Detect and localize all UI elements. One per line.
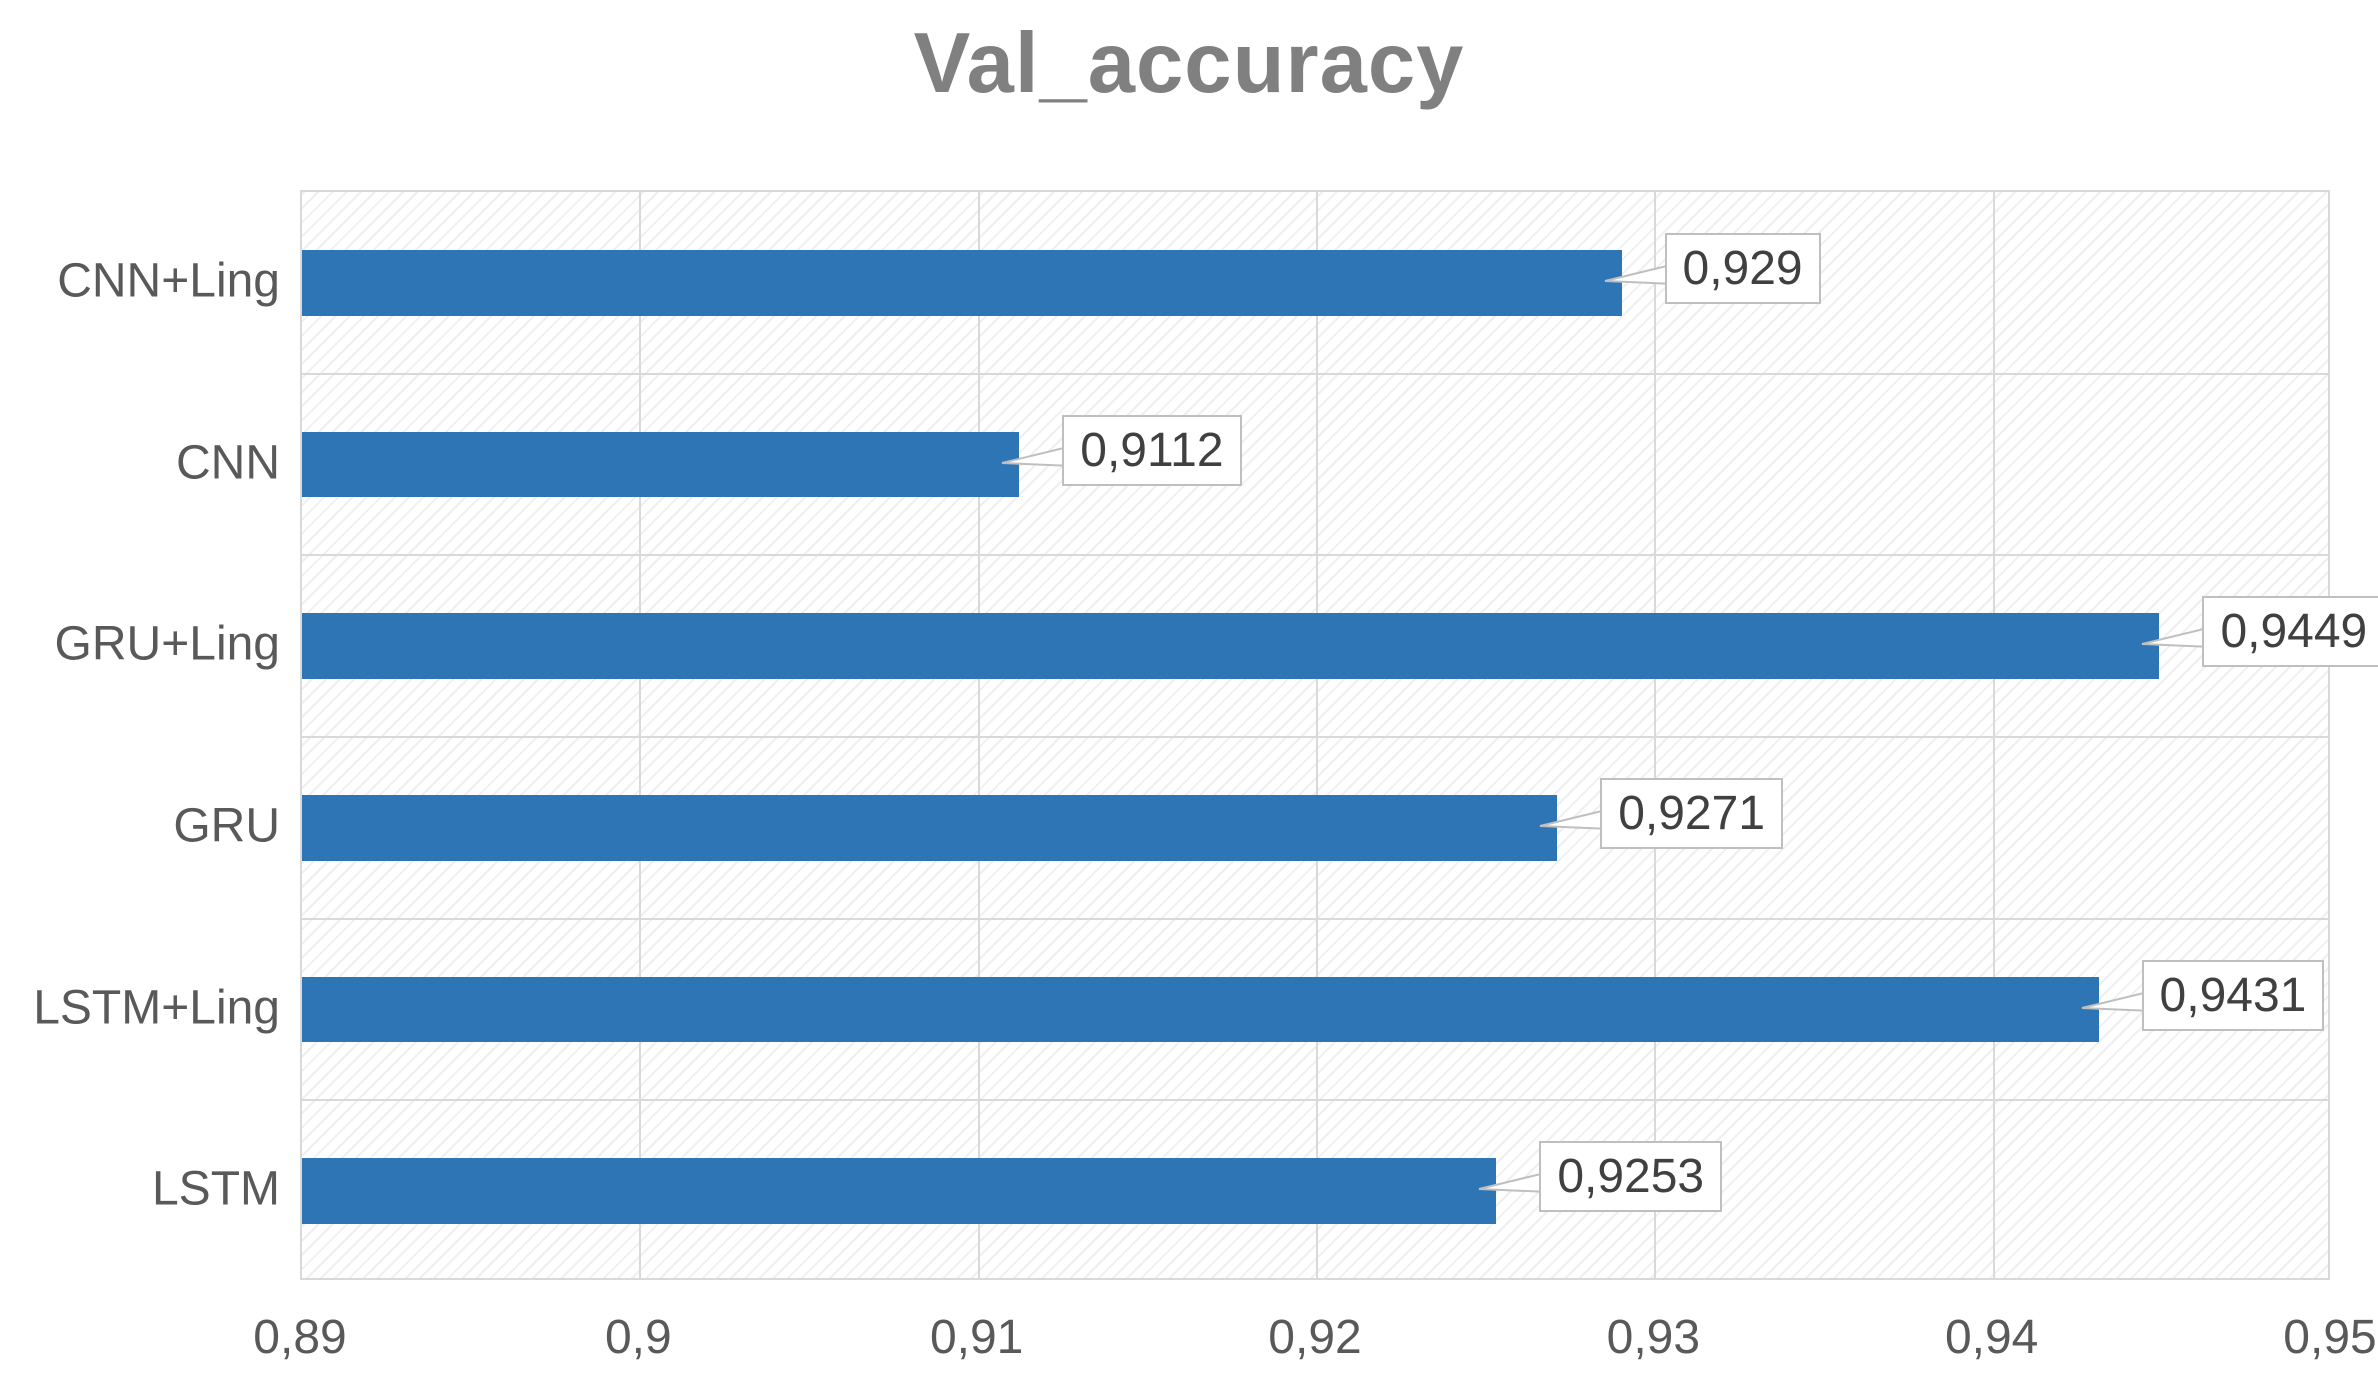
gridline-vertical xyxy=(1993,192,1995,1278)
value-callout: 0,9271 xyxy=(1600,778,1783,849)
bar xyxy=(302,977,2099,1042)
x-tick-label: 0,9 xyxy=(605,1310,672,1365)
category-label: LSTM+Ling xyxy=(33,980,280,1035)
category-label: GRU+Ling xyxy=(55,617,280,672)
x-tick-label: 0,95 xyxy=(2283,1310,2376,1365)
gridline-vertical xyxy=(1654,192,1656,1278)
bar xyxy=(302,1158,1496,1223)
gridline-horizontal xyxy=(302,1099,2328,1101)
category-label: CNN+Ling xyxy=(57,253,280,308)
gridline-horizontal xyxy=(302,918,2328,920)
x-tick-label: 0,93 xyxy=(1607,1310,1700,1365)
bar xyxy=(302,613,2159,678)
value-callout: 0,929 xyxy=(1665,233,1821,304)
value-callout: 0,9112 xyxy=(1062,415,1241,486)
value-callout: 0,9431 xyxy=(2142,960,2325,1031)
plot-area xyxy=(300,190,2330,1280)
x-tick-label: 0,92 xyxy=(1268,1310,1361,1365)
gridline-horizontal xyxy=(302,736,2328,738)
gridline-vertical xyxy=(978,192,980,1278)
chart-container: Val_accuracy 0,89 0,9 0,91 0,92 0,93 0,94 0,95… xyxy=(0,0,2378,1395)
x-tick-label: 0,94 xyxy=(1945,1310,2038,1365)
bar xyxy=(302,250,1622,315)
chart-title: Val_accuracy xyxy=(0,15,2378,113)
gridline-vertical xyxy=(639,192,641,1278)
value-callout: 0,9449 xyxy=(2202,596,2378,667)
bar xyxy=(302,432,1019,497)
value-callout: 0,9253 xyxy=(1539,1141,1722,1212)
category-label: LSTM xyxy=(152,1162,280,1217)
gridline-horizontal xyxy=(302,373,2328,375)
x-tick-label: 0,91 xyxy=(930,1310,1023,1365)
gridline-horizontal xyxy=(302,554,2328,556)
category-label: GRU xyxy=(173,798,280,853)
bar xyxy=(302,795,1557,860)
gridline-vertical xyxy=(1316,192,1318,1278)
x-tick-label: 0,89 xyxy=(253,1310,346,1365)
category-label: CNN xyxy=(176,435,280,490)
